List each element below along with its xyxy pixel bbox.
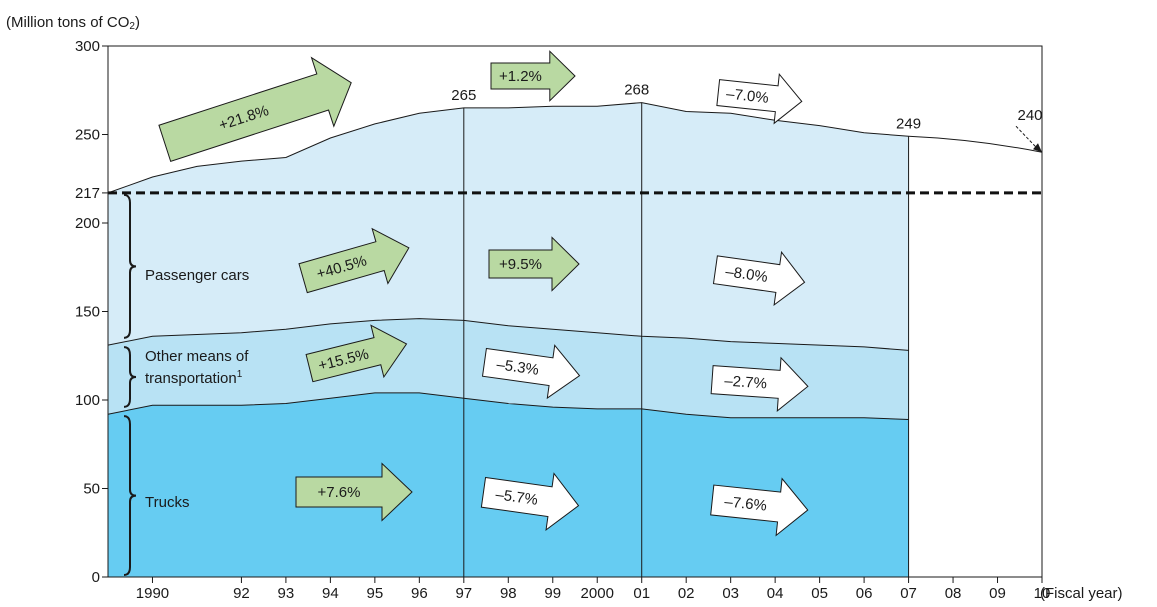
x-tick-label: 99 — [544, 585, 561, 602]
arrow-shape — [305, 324, 408, 383]
point-value-label: 265 — [451, 87, 476, 104]
arrow-percent-label: +9.5% — [499, 256, 542, 273]
x-tick-label: 94 — [322, 585, 339, 602]
y-unit-close: ) — [135, 14, 140, 31]
y-unit-label: (Million tons of CO2) — [6, 14, 140, 32]
y-tick-label: 50 — [83, 481, 100, 498]
arrow-percent-label: –5.3% — [495, 356, 539, 379]
boundary-other-means-of-transportation — [107, 318, 909, 351]
change-arrow: –5.3% — [481, 344, 581, 400]
arrow-shape — [488, 236, 580, 292]
point-value-label: 249 — [896, 115, 921, 132]
brace-bracket — [123, 193, 137, 339]
x-tick-label: 06 — [856, 585, 873, 602]
arrow-percent-label: –7.0% — [725, 86, 769, 107]
arrow-shape — [480, 472, 580, 532]
x-tick-label: 04 — [767, 585, 784, 602]
projection-line — [908, 135, 1043, 153]
series-label: transportation1 — [145, 369, 243, 387]
projection-leader — [1015, 125, 1039, 150]
x-tick-label: 03 — [722, 585, 739, 602]
change-arrow: –7.0% — [716, 72, 803, 125]
boundary-trucks — [107, 392, 909, 420]
x-tick-label: 2000 — [581, 585, 614, 602]
x-tick-label: 93 — [278, 585, 295, 602]
point-value-label: 240 — [1017, 107, 1042, 124]
arrow-percent-label: –2.7% — [724, 373, 768, 393]
arrow-shape — [481, 344, 581, 400]
arrow-percent-label: –7.6% — [724, 493, 768, 514]
brace-bracket — [123, 415, 137, 576]
x-tick-label: 96 — [411, 585, 428, 602]
series-label: Passenger cars — [145, 267, 249, 284]
y-tick-label: 0 — [92, 569, 100, 586]
x-tick-label: 05 — [811, 585, 828, 602]
x-tick-label: 01 — [633, 585, 650, 602]
y-tick-label: 217 — [75, 185, 100, 202]
arrow-shape — [710, 356, 809, 412]
y-unit-text: (Million tons of CO — [6, 14, 129, 31]
x-tick-label: 08 — [945, 585, 962, 602]
series-label: Other means of — [145, 348, 249, 365]
change-arrow: +9.5% — [488, 236, 580, 292]
value-labels: 265 268 249 240 — [451, 82, 1043, 153]
change-arrow: +15.5% — [305, 324, 408, 383]
change-arrow: –5.7% — [480, 472, 580, 532]
y-tick-label: 200 — [75, 215, 100, 232]
x-tick-label: 92 — [233, 585, 250, 602]
projection-arrowhead — [1033, 143, 1042, 153]
x-tick-label: 95 — [367, 585, 384, 602]
footnote-marker: 1 — [237, 369, 243, 380]
change-arrows: +21.8% +1.2% –7.0% +40.5% +9.5% –8.0% +15.5% –5… — [158, 50, 809, 537]
change-arrow: –2.7% — [710, 356, 809, 412]
x-tick-label: 1990 — [136, 585, 169, 602]
stacked-areas — [107, 102, 909, 577]
x-axis-title: (Fiscal year) — [1040, 585, 1123, 602]
x-tick-label: 10 — [1034, 585, 1051, 602]
arrow-shape — [712, 250, 806, 306]
guide-lines — [108, 102, 1043, 577]
y-tick-label: 250 — [75, 127, 100, 144]
change-arrow: +1.2% — [490, 50, 576, 102]
arrow-percent-label: +1.2% — [499, 68, 542, 85]
change-arrow: +40.5% — [298, 227, 410, 294]
x-tick-label: 02 — [678, 585, 695, 602]
arrow-shape — [710, 477, 809, 537]
arrow-shape — [490, 50, 576, 102]
x-tick-label: 98 — [500, 585, 517, 602]
change-arrow: –8.0% — [712, 250, 806, 306]
x-tick-label: 07 — [900, 585, 917, 602]
change-arrow: +21.8% — [158, 56, 352, 162]
y-tick-label: 300 — [75, 38, 100, 55]
arrow-shape — [295, 462, 413, 522]
y-unit-subscript: 2 — [129, 21, 135, 32]
y-tick-label: 150 — [75, 304, 100, 321]
arrow-percent-label: –8.0% — [724, 263, 768, 286]
arrow-shape — [716, 72, 803, 125]
x-tick-label: 09 — [989, 585, 1006, 602]
point-value-label: 268 — [624, 82, 649, 99]
change-arrow: +7.6% — [295, 462, 413, 522]
arrow-percent-label: +7.6% — [318, 484, 361, 501]
x-tick-label: 97 — [455, 585, 472, 602]
series-label: Trucks — [145, 494, 189, 511]
brace-bracket — [123, 346, 137, 408]
change-arrow: –7.6% — [710, 477, 809, 537]
arrow-shape — [158, 56, 352, 162]
y-tick-label: 100 — [75, 392, 100, 409]
arrow-percent-label: –5.7% — [494, 486, 538, 509]
series-braces: Passenger cars Other means of transportati… — [123, 193, 249, 576]
arrow-shape — [298, 227, 410, 294]
